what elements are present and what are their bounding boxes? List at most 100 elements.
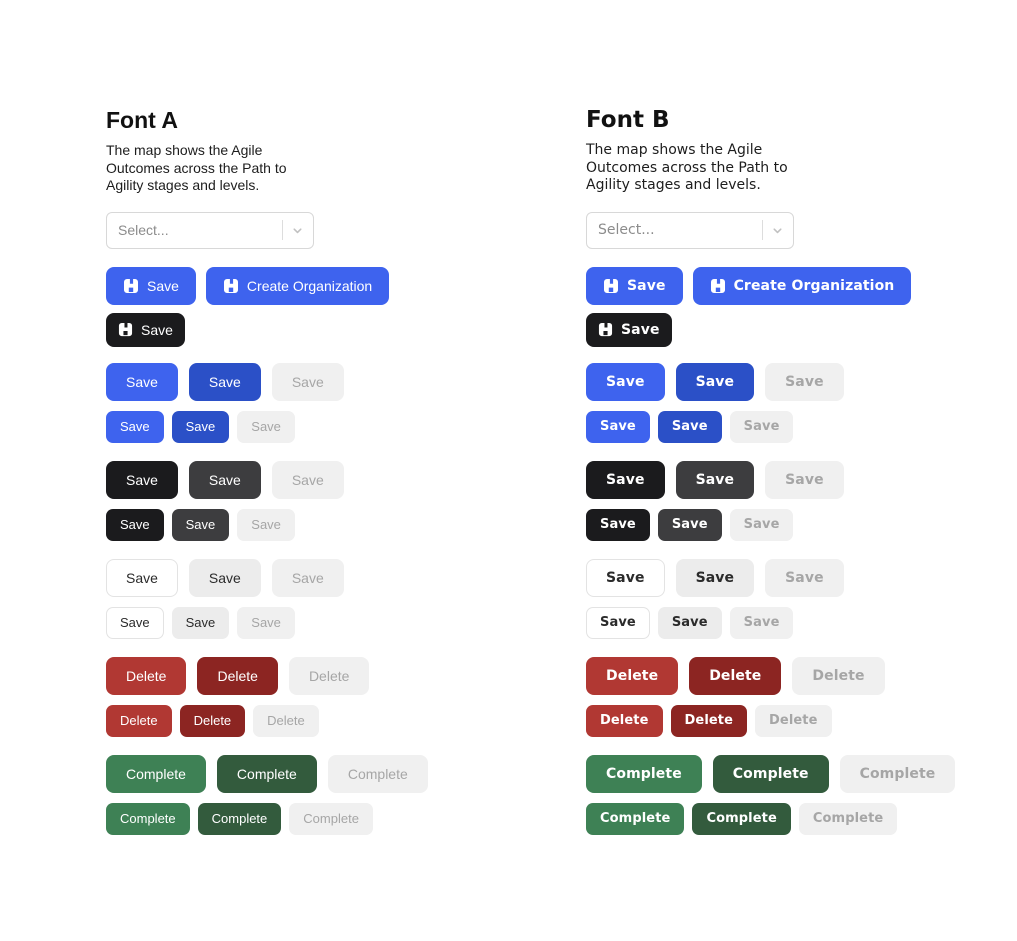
save-button-light-hover-lg[interactable]: Save bbox=[675, 558, 755, 597]
success-lg-row: Complete Complete Complete bbox=[106, 754, 546, 793]
delete-button-danger-hover-sm[interactable]: Delete bbox=[670, 704, 748, 737]
save-button-label: Save bbox=[147, 277, 179, 294]
primary-actions-row: Save Create Organization bbox=[106, 266, 546, 305]
delete-button-danger-normal-sm[interactable]: Delete bbox=[106, 704, 172, 737]
save-button-dark-normal-sm[interactable]: Save bbox=[106, 508, 164, 541]
font-a-column: Font A The map shows the Agile Outcomes … bbox=[106, 108, 546, 853]
dark-button-group: Save Save Save Save Save Save bbox=[106, 460, 546, 541]
delete-button-danger-hover-lg[interactable]: Delete bbox=[689, 656, 782, 695]
save-button-dark-normal-lg[interactable]: Save bbox=[586, 460, 665, 499]
delete-button-danger-disabled-sm: Delete bbox=[253, 704, 319, 737]
description-text: The map shows the Agile Outcomes across … bbox=[106, 142, 287, 193]
primary-button-group: Save Save Save Save Save Save bbox=[106, 362, 546, 443]
complete-button-success-disabled-lg: Complete bbox=[839, 754, 956, 793]
select-placeholder: Select... bbox=[118, 222, 169, 238]
danger-button-group: Delete Delete Delete Delete Delete Delete bbox=[106, 656, 546, 737]
save-button-light-hover-lg[interactable]: Save bbox=[188, 558, 261, 597]
complete-button-success-normal-lg[interactable]: Complete bbox=[106, 754, 206, 793]
create-organization-button[interactable]: Create Organization bbox=[692, 266, 912, 305]
complete-button-success-disabled-sm: Complete bbox=[289, 802, 373, 835]
dark-save-row: Save bbox=[106, 312, 546, 347]
primary-lg-row: Save Save Save bbox=[106, 362, 546, 401]
save-button-light-disabled-sm: Save bbox=[729, 606, 794, 639]
complete-button-success-normal-lg[interactable]: Complete bbox=[586, 754, 702, 793]
create-organization-button[interactable]: Create Organization bbox=[205, 266, 390, 305]
save-button-primary-hover-sm[interactable]: Save bbox=[657, 410, 722, 443]
save-button-primary-hover-sm[interactable]: Save bbox=[171, 410, 230, 443]
save-button-primary-normal-sm[interactable]: Save bbox=[586, 410, 650, 443]
button-variant-groups: Save Save Save Save Save Save Save Save Save Save… bbox=[106, 362, 546, 835]
save-button-primary-hover-lg[interactable]: Save bbox=[675, 362, 755, 401]
save-button-dark[interactable]: Save bbox=[586, 312, 672, 347]
save-button-dark-hover-lg[interactable]: Save bbox=[188, 460, 261, 499]
save-button-light-disabled-lg: Save bbox=[271, 558, 344, 597]
save-button-light-normal-lg[interactable]: Save bbox=[586, 558, 665, 597]
complete-button-success-hover-lg[interactable]: Complete bbox=[216, 754, 317, 793]
save-button-dark-disabled-sm: Save bbox=[729, 508, 794, 541]
delete-button-danger-disabled-lg: Delete bbox=[288, 656, 370, 695]
create-organization-button-label: Create Organization bbox=[733, 277, 895, 294]
success-sm-row: Complete Complete Complete bbox=[586, 802, 1017, 835]
delete-button-danger-hover-lg[interactable]: Delete bbox=[197, 656, 278, 695]
light-button-group: Save Save Save Save Save Save bbox=[586, 558, 1017, 639]
delete-button-danger-hover-sm[interactable]: Delete bbox=[179, 704, 246, 737]
save-icon bbox=[598, 322, 613, 337]
save-button-label: Save bbox=[621, 321, 660, 338]
save-button-light-normal-lg[interactable]: Save bbox=[106, 558, 178, 597]
success-button-group: Complete Complete Complete Complete Complete… bbox=[586, 754, 1017, 835]
delete-button-danger-normal-lg[interactable]: Delete bbox=[586, 656, 679, 695]
save-icon bbox=[123, 278, 139, 294]
save-button-light-hover-sm[interactable]: Save bbox=[171, 606, 230, 639]
save-button-dark-hover-lg[interactable]: Save bbox=[675, 460, 755, 499]
complete-button-success-disabled-lg: Complete bbox=[327, 754, 428, 793]
primary-sm-row: Save Save Save bbox=[586, 410, 1017, 443]
save-button-light-normal-sm[interactable]: Save bbox=[586, 606, 650, 639]
save-button-primary-hover-lg[interactable]: Save bbox=[188, 362, 261, 401]
save-button[interactable]: Save bbox=[106, 266, 196, 305]
save-button-dark-hover-sm[interactable]: Save bbox=[657, 508, 722, 541]
save-icon bbox=[118, 322, 133, 337]
chevron-down-icon[interactable] bbox=[771, 224, 784, 237]
save-icon bbox=[710, 278, 726, 294]
success-sm-row: Complete Complete Complete bbox=[106, 802, 546, 835]
complete-button-success-hover-sm[interactable]: Complete bbox=[692, 802, 791, 835]
save-button-light-normal-sm[interactable]: Save bbox=[106, 606, 164, 639]
save-button[interactable]: Save bbox=[586, 266, 683, 305]
delete-button-danger-normal-lg[interactable]: Delete bbox=[106, 656, 187, 695]
danger-button-group: Delete Delete Delete Delete Delete Delete bbox=[586, 656, 1017, 737]
complete-button-success-normal-sm[interactable]: Complete bbox=[106, 802, 190, 835]
save-button-dark-normal-lg[interactable]: Save bbox=[106, 460, 178, 499]
save-button-primary-disabled-sm: Save bbox=[729, 410, 794, 443]
save-button-primary-normal-lg[interactable]: Save bbox=[586, 362, 665, 401]
delete-button-danger-disabled-lg: Delete bbox=[792, 656, 885, 695]
dark-lg-row: Save Save Save bbox=[106, 460, 546, 499]
select-input[interactable]: Select... bbox=[586, 211, 794, 249]
select-separator bbox=[762, 220, 763, 240]
save-button-primary-normal-lg[interactable]: Save bbox=[106, 362, 178, 401]
save-button-light-hover-sm[interactable]: Save bbox=[657, 606, 722, 639]
complete-button-success-normal-sm[interactable]: Complete bbox=[586, 802, 685, 835]
light-button-group: Save Save Save Save Save Save bbox=[106, 558, 546, 639]
save-button-dark-normal-sm[interactable]: Save bbox=[586, 508, 650, 541]
save-button-dark[interactable]: Save bbox=[106, 312, 185, 347]
light-sm-row: Save Save Save bbox=[586, 606, 1017, 639]
delete-button-danger-normal-sm[interactable]: Delete bbox=[586, 704, 663, 737]
success-button-group: Complete Complete Complete Complete Complete… bbox=[106, 754, 546, 835]
complete-button-success-hover-sm[interactable]: Complete bbox=[197, 802, 282, 835]
save-button-light-disabled-lg: Save bbox=[765, 558, 844, 597]
save-button-primary-disabled-sm: Save bbox=[237, 410, 295, 443]
page-title: Font A bbox=[106, 107, 178, 133]
complete-button-success-hover-lg[interactable]: Complete bbox=[712, 754, 829, 793]
save-button-dark-hover-sm[interactable]: Save bbox=[171, 508, 230, 541]
save-button-dark-disabled-sm: Save bbox=[237, 508, 295, 541]
primary-actions-row: Save Create Organization bbox=[586, 266, 1017, 305]
success-lg-row: Complete Complete Complete bbox=[586, 754, 1017, 793]
save-button-primary-disabled-lg: Save bbox=[271, 362, 344, 401]
select-separator bbox=[282, 220, 283, 240]
save-button-primary-disabled-lg: Save bbox=[765, 362, 844, 401]
save-button-primary-normal-sm[interactable]: Save bbox=[106, 410, 164, 443]
complete-button-success-disabled-sm: Complete bbox=[798, 802, 898, 835]
chevron-down-icon[interactable] bbox=[291, 224, 304, 237]
select-input[interactable]: Select... bbox=[106, 211, 314, 249]
